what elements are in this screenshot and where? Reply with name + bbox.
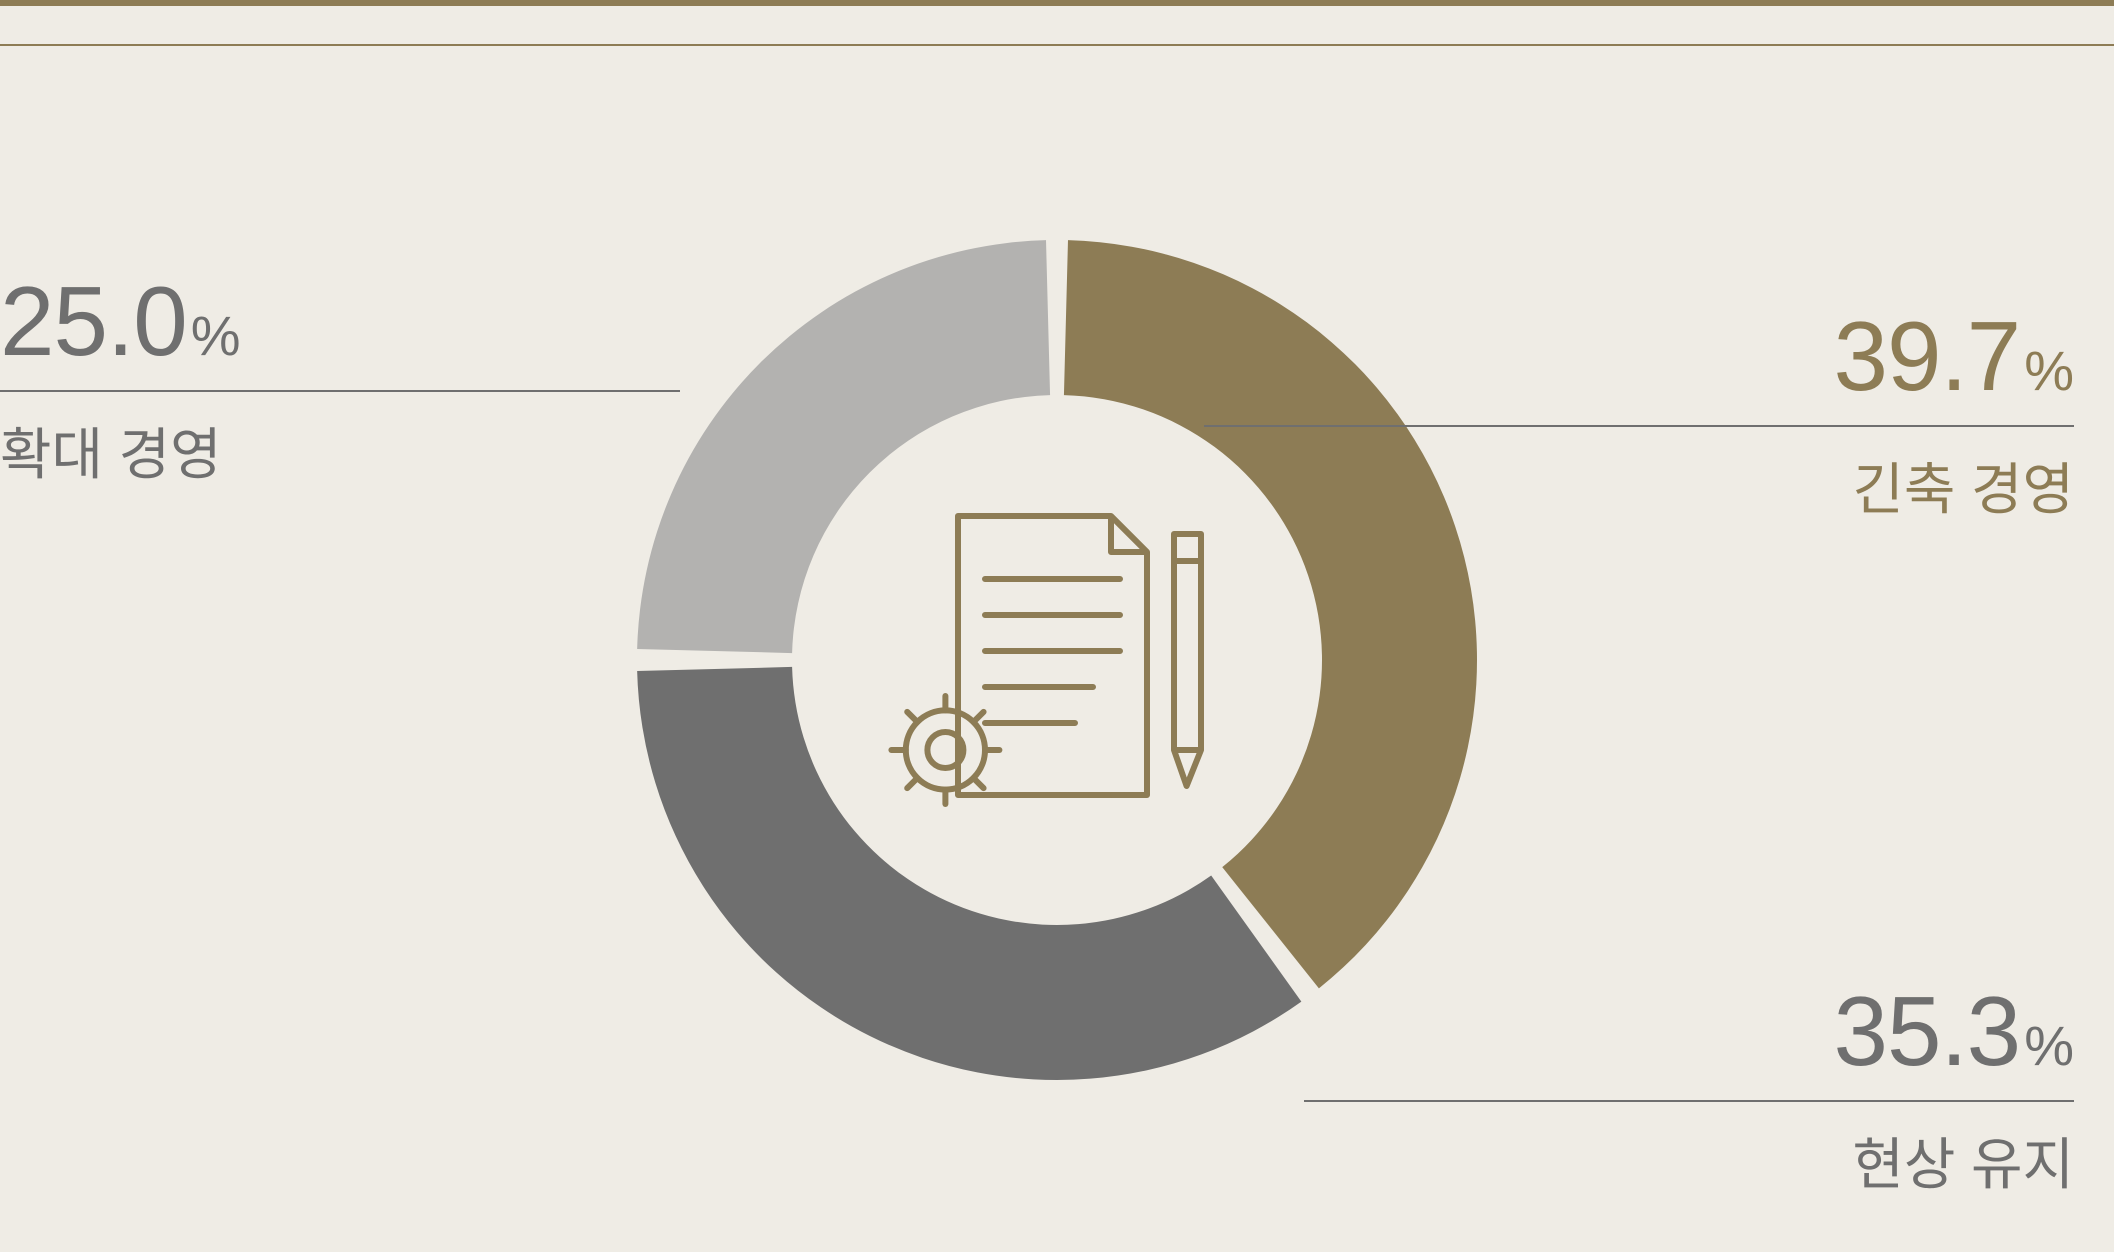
label-maintain-text: 현상 유지	[1594, 1120, 2074, 1201]
label-austerity-unit: %	[2024, 339, 2074, 402]
label-austerity-value-row: 39.7%	[1594, 300, 2074, 413]
label-expand-text: 확대 경영	[0, 410, 480, 491]
label-maintain-underline	[1304, 1100, 2074, 1102]
second-rule	[0, 44, 2114, 46]
label-austerity-underline	[1204, 425, 2074, 427]
label-expand: 25.0% 확대 경영	[0, 265, 480, 491]
label-maintain-unit: %	[2024, 1014, 2074, 1077]
label-austerity-value: 39.7	[1833, 301, 2020, 411]
donut-chart	[617, 220, 1497, 1100]
donut-svg	[617, 220, 1497, 1100]
label-expand-value-row: 25.0%	[0, 265, 480, 378]
label-maintain-value: 35.3	[1833, 976, 2020, 1086]
donut-slice-expand	[637, 240, 1050, 653]
document-gear-pencil-icon	[891, 516, 1201, 804]
label-expand-unit: %	[191, 304, 241, 367]
top-rule	[0, 0, 2114, 6]
label-austerity: 39.7% 긴축 경영	[1594, 300, 2074, 526]
label-expand-underline	[0, 390, 680, 392]
donut-slice-austerity	[1064, 240, 1477, 988]
label-austerity-text: 긴축 경영	[1594, 445, 2074, 526]
label-maintain: 35.3% 현상 유지	[1594, 975, 2074, 1201]
label-maintain-value-row: 35.3%	[1594, 975, 2074, 1088]
label-expand-value: 25.0	[0, 266, 187, 376]
